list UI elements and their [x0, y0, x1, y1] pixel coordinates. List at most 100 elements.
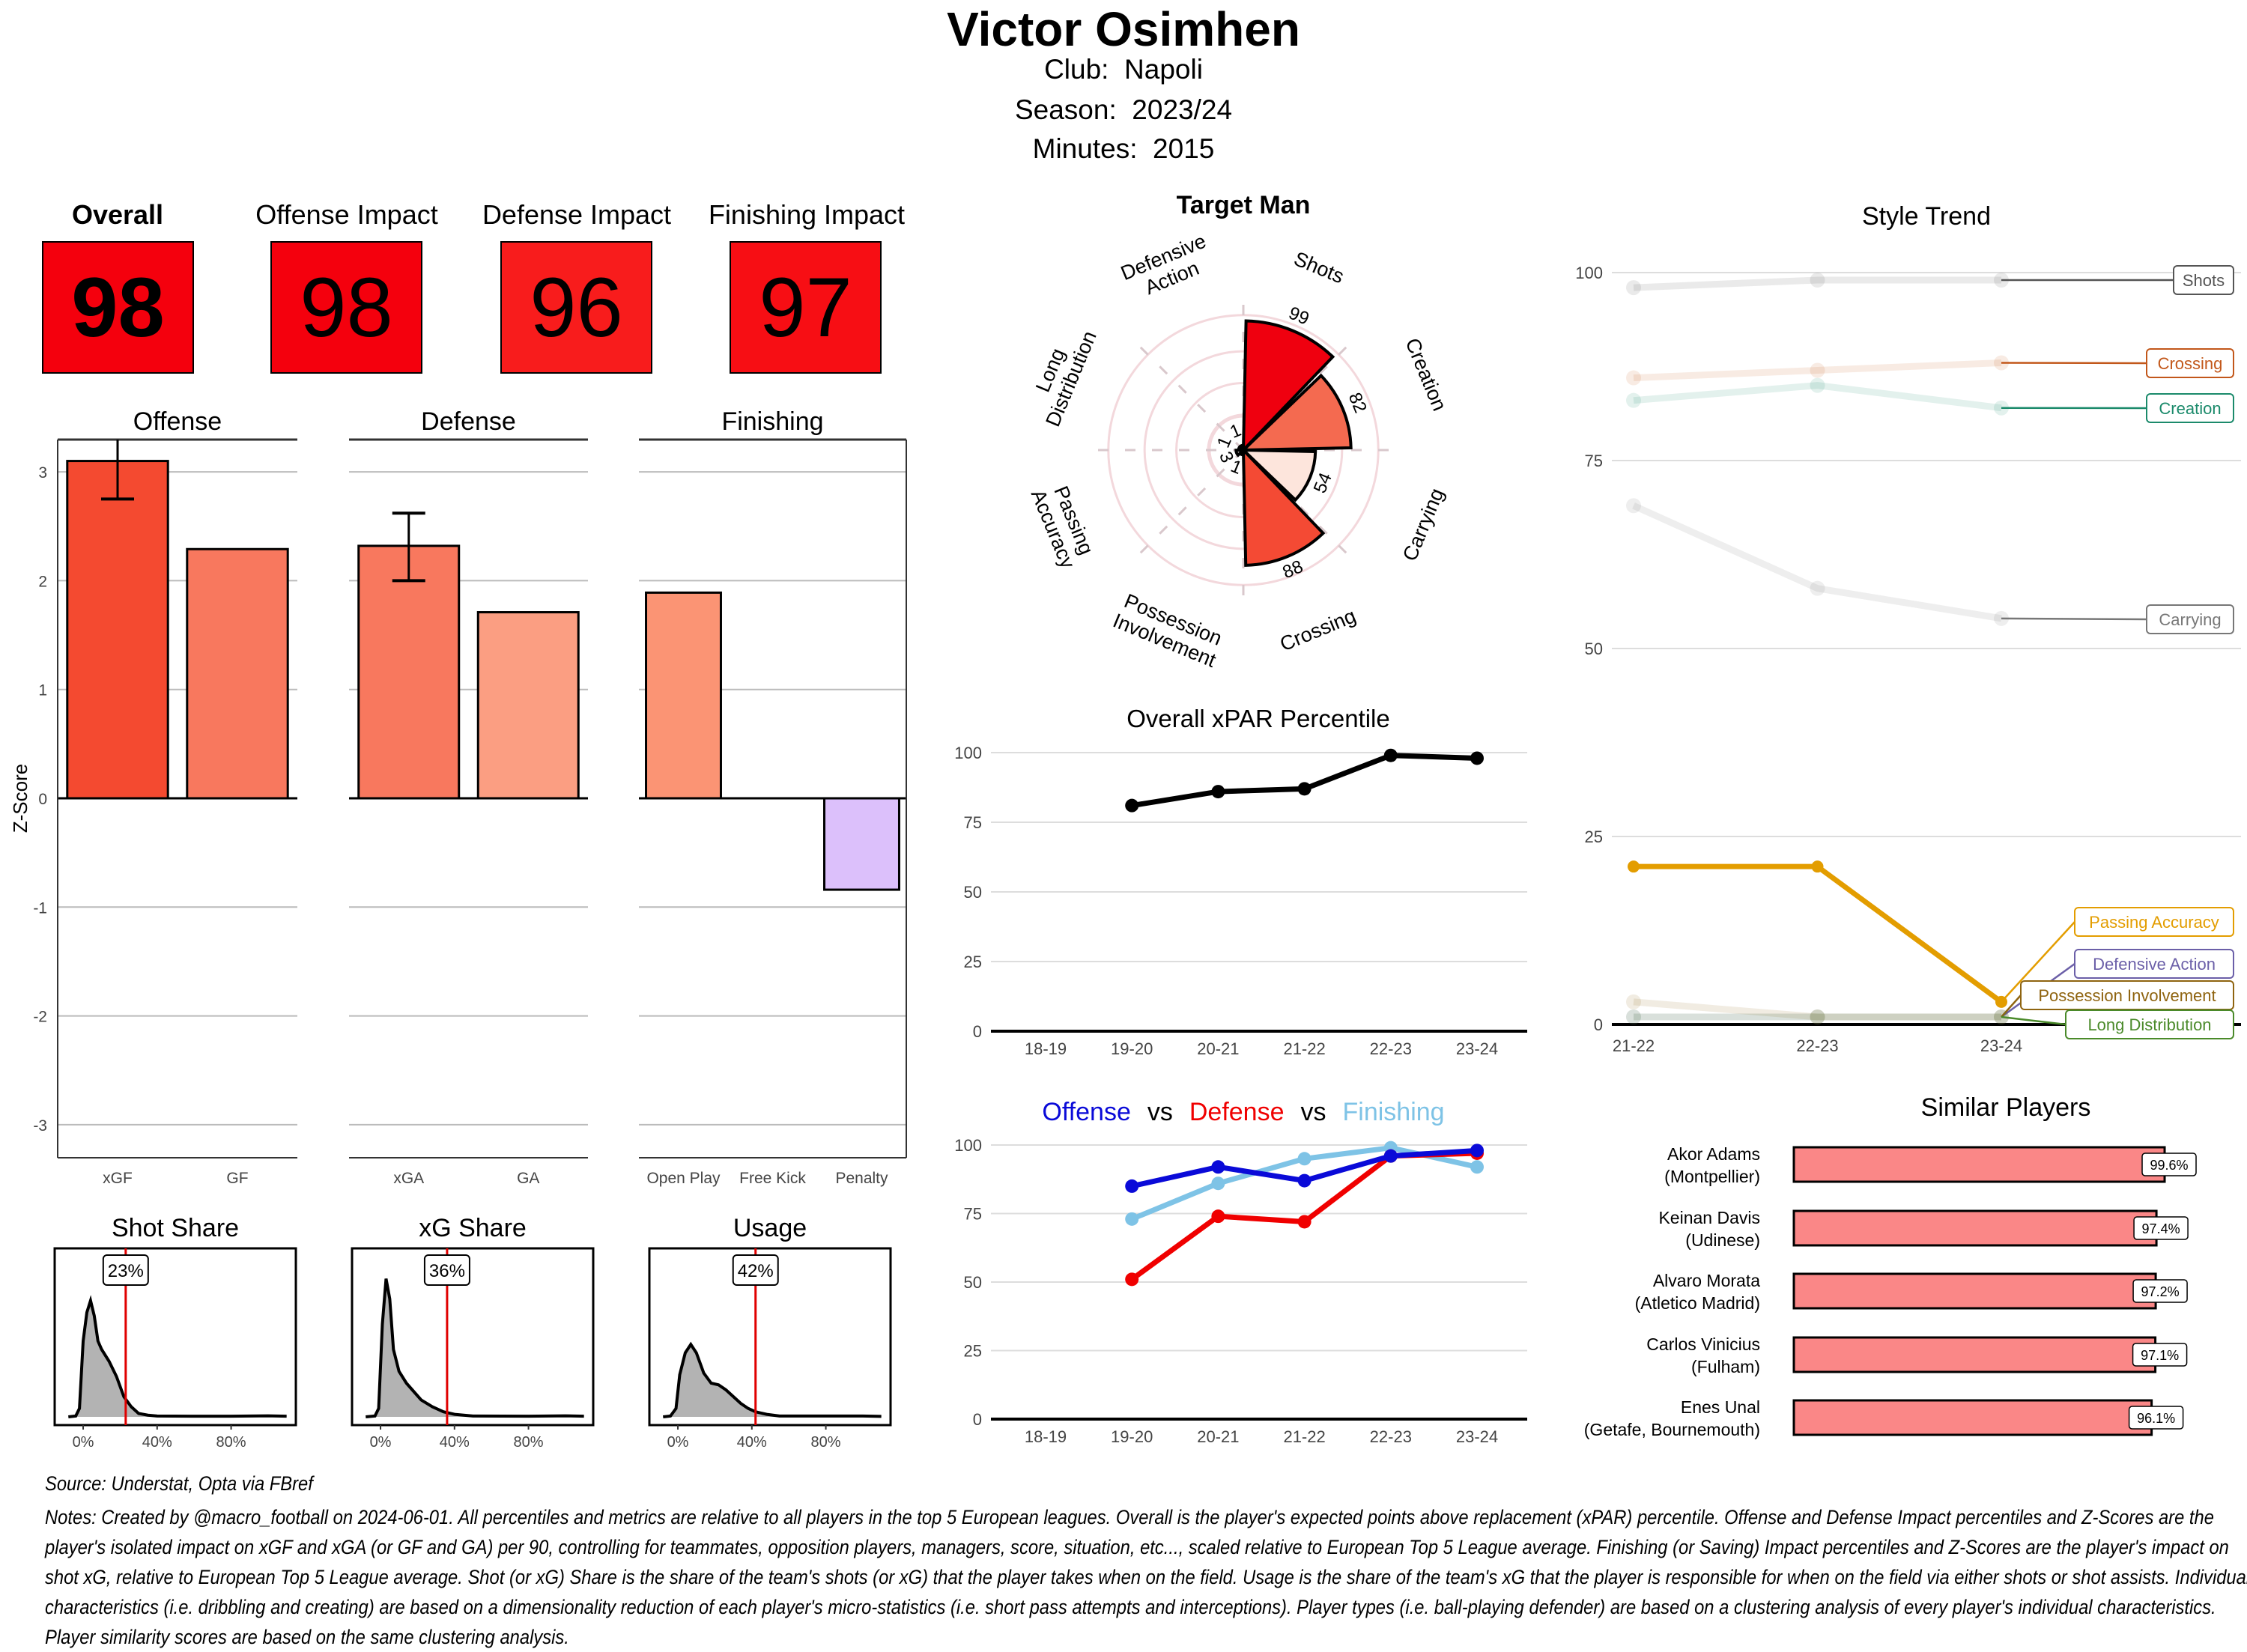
defense-impact-label: Defense Impact — [457, 199, 697, 231]
bar-penalty — [825, 798, 900, 890]
player-name: Keinan Davis — [1658, 1208, 1760, 1227]
chart-title: Target Man — [1177, 191, 1311, 219]
carrying-label: Carrying — [2159, 610, 2221, 629]
xpar-point — [1384, 749, 1398, 762]
panel-title: Offense — [133, 407, 222, 436]
methodology-notes: Notes: Created by @macro_football on 202… — [45, 1502, 2247, 1652]
x-tick-label: Free Kick — [739, 1170, 806, 1187]
density-area — [366, 1279, 583, 1418]
marker-label: 42% — [738, 1261, 774, 1281]
defense-point — [1125, 1272, 1138, 1286]
player-name: Enes Unal — [1681, 1397, 1760, 1417]
xpar-point — [1211, 785, 1225, 798]
x-tick-label: 21-22 — [1283, 1039, 1325, 1058]
density-area — [68, 1301, 286, 1417]
polar-category-label: Crossing — [1277, 604, 1359, 655]
finishing-impact-score-box: 97 — [730, 241, 882, 374]
overall-score-box: 98 — [42, 241, 194, 374]
y-tick-label: 25 — [964, 1342, 982, 1361]
x-tick-label: 80% — [216, 1434, 246, 1451]
y-tick-label: 0 — [1594, 1015, 1603, 1034]
y-tick-label: 75 — [964, 813, 982, 832]
offense-point — [1298, 1174, 1311, 1188]
similarity-bar — [1794, 1337, 2156, 1372]
finishing-point — [1211, 1176, 1225, 1190]
y-tick-label: 0 — [973, 1410, 982, 1429]
x-tick-label: 22-23 — [1370, 1039, 1412, 1058]
marker-label: 23% — [108, 1261, 144, 1281]
x-tick-label: 80% — [811, 1434, 841, 1451]
offense-impact-score-box: 98 — [270, 241, 422, 374]
x-tick-label: 20-21 — [1197, 1427, 1239, 1446]
y-tick-label: 100 — [1575, 264, 1603, 282]
long-distribution-point — [1626, 1009, 1641, 1024]
x-tick-label: 21-22 — [1283, 1427, 1325, 1446]
similarity-label: 99.6% — [2150, 1158, 2188, 1173]
bar-xga — [359, 546, 459, 798]
polar-value-label: 99 — [1286, 303, 1312, 329]
player-club: (Getafe, Bournemouth) — [1584, 1420, 1760, 1439]
crossing-label: Crossing — [2158, 354, 2223, 373]
x-tick-label: Penalty — [835, 1170, 888, 1187]
x-tick-label: 40% — [440, 1434, 470, 1451]
offense-point — [1125, 1179, 1138, 1193]
panel-title: Defense — [421, 407, 516, 436]
x-tick-label: xGF — [103, 1170, 133, 1187]
y-tick-label: 3 — [38, 464, 47, 482]
possession-involvement-point — [1626, 994, 1641, 1009]
title-part: vs — [1147, 1098, 1173, 1126]
x-tick-label: GF — [226, 1170, 248, 1187]
offense-point — [1384, 1150, 1398, 1163]
player-name: Akor Adams — [1667, 1144, 1760, 1164]
crossing-point — [1626, 371, 1641, 386]
y-tick-label: 1 — [38, 682, 47, 699]
defense-impact-score-box: 96 — [500, 241, 652, 374]
polar-category-label: Creation — [1401, 335, 1451, 414]
bar-gf — [187, 549, 288, 798]
similarity-bar — [1794, 1274, 2156, 1308]
club-value: Napoli — [1124, 54, 1203, 85]
xpar-line — [1132, 756, 1477, 806]
polar-spoke — [1138, 344, 1243, 450]
passing-accuracy-point — [1812, 860, 1824, 872]
title-part: Offense — [1042, 1098, 1130, 1126]
player-club: (Montpellier) — [1664, 1167, 1760, 1186]
season-value: 2023/24 — [1132, 94, 1232, 125]
xpar-point — [1298, 782, 1311, 795]
y-tick-label: 50 — [1585, 640, 1603, 658]
possession-involvement-label: Possession Involvement — [2038, 986, 2216, 1005]
polar-category-label: Shots — [1291, 247, 1347, 288]
x-tick-label: 18-19 — [1025, 1427, 1067, 1446]
bar-open-play — [646, 592, 721, 798]
x-tick-label: 19-20 — [1111, 1039, 1153, 1058]
y-tick-label: 2 — [38, 573, 47, 590]
offense-point — [1211, 1160, 1225, 1173]
passing-accuracy-line — [1634, 866, 2001, 1002]
title-part: vs — [1301, 1098, 1326, 1126]
polar-category-label: Carrying — [1398, 485, 1449, 565]
x-tick-label: 0% — [370, 1434, 392, 1451]
title-part: Finishing — [1343, 1098, 1445, 1126]
season-label: Season: — [1015, 94, 1117, 125]
finishing-point — [1298, 1152, 1311, 1165]
x-tick-label: 22-23 — [1370, 1427, 1412, 1446]
polar-spoke — [1138, 450, 1243, 556]
panel-title: Finishing — [721, 407, 823, 436]
bar-xgf — [67, 461, 168, 798]
defense-point — [1298, 1215, 1311, 1228]
y-tick-label: 50 — [964, 1273, 982, 1292]
y-tick-label: 0 — [973, 1022, 982, 1041]
chart-title: Style Trend — [1862, 202, 1991, 231]
player-club: (Fulham) — [1691, 1357, 1760, 1376]
passing-accuracy-label: Passing Accuracy — [2089, 913, 2219, 932]
overall-label: Overall — [0, 199, 237, 231]
defensive-action-label: Defensive Action — [2093, 955, 2216, 974]
carrying-point — [1626, 498, 1641, 513]
y-tick-label: -2 — [33, 1009, 47, 1026]
